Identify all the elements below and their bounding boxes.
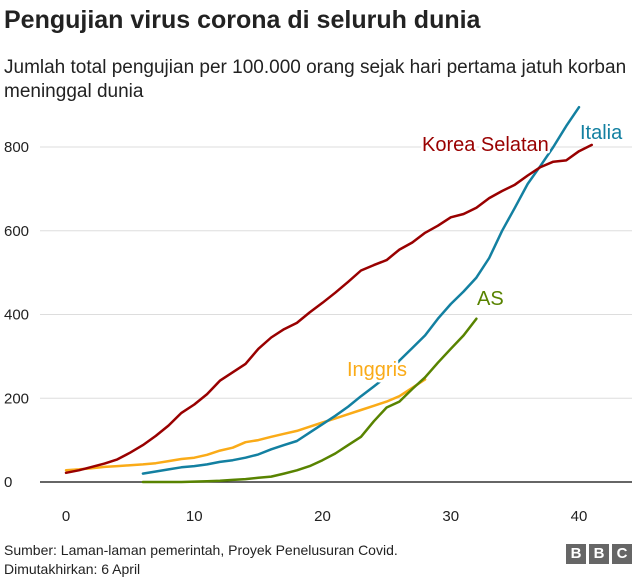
bbc-logo: B B C xyxy=(566,544,632,564)
updated-note: Dimutakhirkan: 6 April xyxy=(4,561,141,577)
bbc-logo-letter: B xyxy=(589,544,609,564)
x-tick-label: 0 xyxy=(62,508,70,525)
series-label-halo: AS xyxy=(477,288,504,310)
series-label-inggris: Inggris xyxy=(347,359,407,381)
series-line-as xyxy=(141,317,478,484)
series-label-as: AS xyxy=(477,288,504,310)
chart-title: Pengujian virus corona di seluruh dunia xyxy=(4,6,481,34)
series-line-italia xyxy=(141,105,581,475)
x-tick-label: 20 xyxy=(314,508,331,525)
x-tick-label: 40 xyxy=(571,508,588,525)
bbc-logo-letter: C xyxy=(612,544,632,564)
x-tick-label: 30 xyxy=(442,508,459,525)
series-label-italia: Italia xyxy=(580,122,623,144)
series-line-inggris xyxy=(64,378,427,472)
y-tick-label: 800 xyxy=(4,139,29,156)
y-tick-label: 400 xyxy=(4,307,29,324)
series-label-halo: Inggris xyxy=(347,359,407,381)
y-tick-label: 600 xyxy=(4,223,29,240)
series-label-korea-selatan: Korea Selatan xyxy=(422,134,549,156)
series-label-halo: Italia xyxy=(580,122,623,144)
y-tick-label: 0 xyxy=(4,474,12,491)
chart-subtitle: Jumlah total pengujian per 100.000 orang… xyxy=(4,57,627,102)
series-label-halo: Korea Selatan xyxy=(422,134,549,156)
x-tick-label: 10 xyxy=(186,508,203,525)
series-line-korea-selatan xyxy=(64,143,594,475)
source-note: Sumber: Laman-laman pemerintah, Proyek P… xyxy=(4,542,398,558)
y-tick-label: 200 xyxy=(4,390,29,407)
footer: Sumber: Laman-laman pemerintah, Proyek P… xyxy=(4,541,398,579)
bbc-logo-letter: B xyxy=(566,544,586,564)
